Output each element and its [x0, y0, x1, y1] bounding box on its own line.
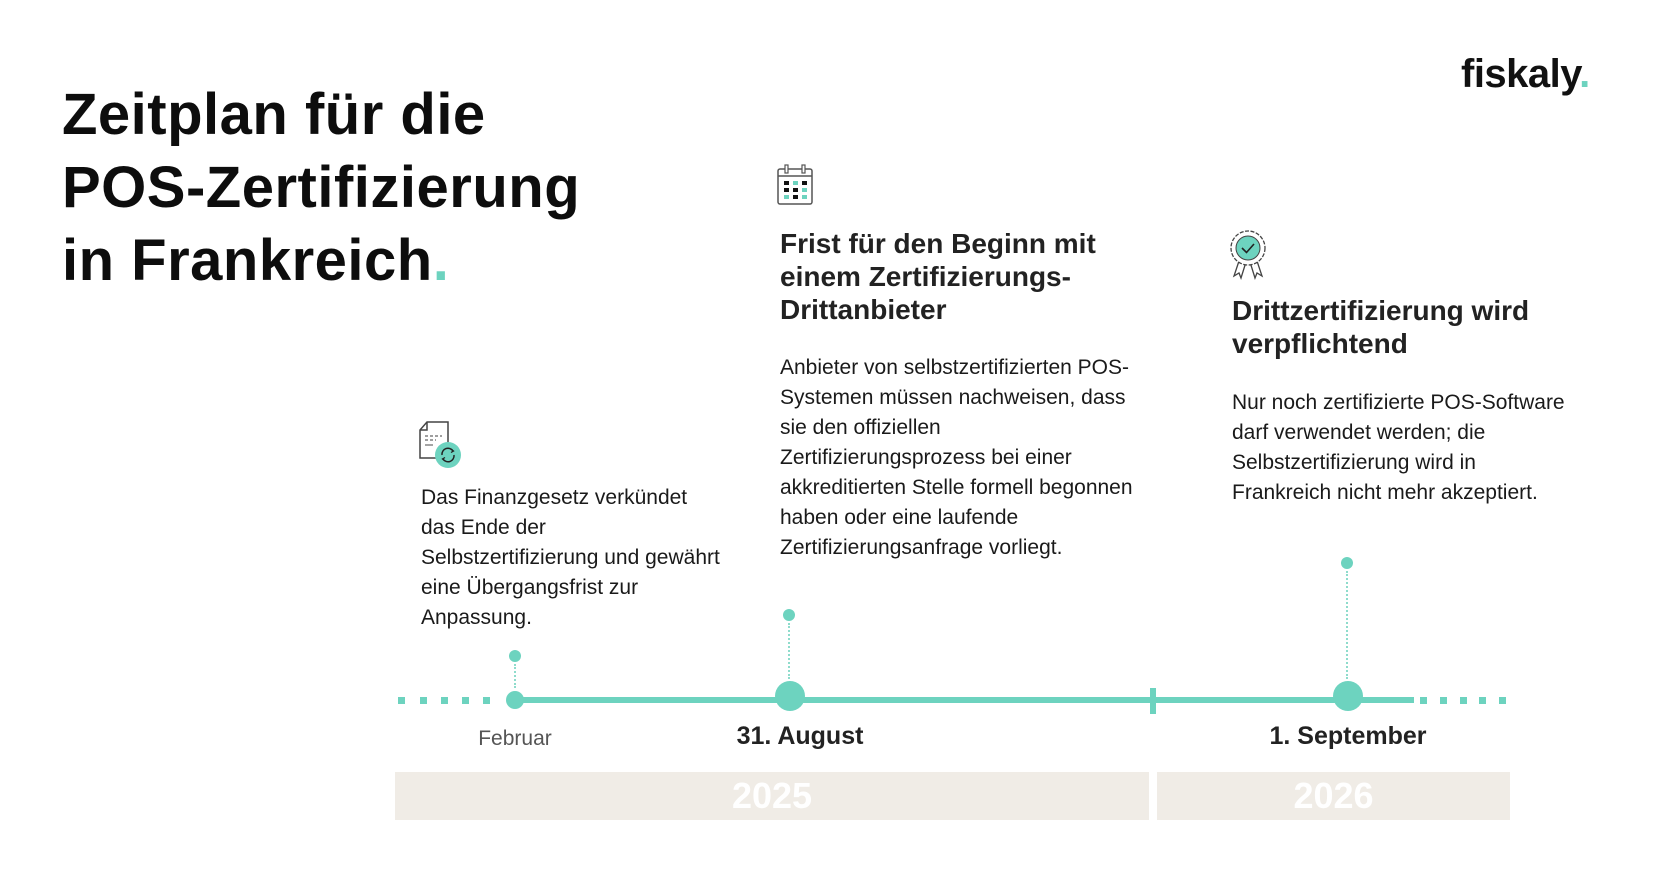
- timeline-trail-dot: [1440, 697, 1447, 704]
- marker-september-dot: [1333, 681, 1363, 711]
- logo-accent-dot: .: [1579, 52, 1590, 96]
- timeline-lead-dot: [462, 697, 469, 704]
- title-line-3: in Frankreich: [62, 228, 433, 293]
- milestone-september-body: Nur noch zertifizierte POS-Software darf…: [1232, 391, 1565, 504]
- timeline-trail-dot: [1479, 697, 1486, 704]
- page-title: Zeitplan für die POS-Zertifizierung in F…: [62, 78, 580, 297]
- marker-february-dot: [506, 691, 524, 709]
- timeline-trail-dot: [1420, 697, 1427, 704]
- marker-august-connector: [788, 623, 790, 679]
- date-label-august: 31. August: [736, 722, 864, 750]
- milestone-september-heading: Drittzertifizierung wird verpflichtend: [1232, 295, 1530, 359]
- marker-september-connector: [1346, 571, 1348, 679]
- date-label-september: 1. September: [1269, 722, 1427, 750]
- title-line-3-wrap: in Frankreich.: [62, 224, 580, 297]
- marker-february-connector: [514, 664, 516, 688]
- timeline-trail-dot: [1499, 697, 1506, 704]
- marker-august-top-dot: [783, 609, 795, 621]
- title-line-1: Zeitplan für die: [62, 82, 486, 147]
- timeline-lead-dot: [441, 697, 448, 704]
- marker-august-dot: [775, 681, 805, 711]
- title-line-2: POS-Zertifizierung: [62, 155, 581, 220]
- year-bar-2025: 2025: [395, 772, 1149, 820]
- fiskaly-logo: fiskaly.: [1461, 52, 1590, 97]
- year-divider-tick: [1150, 688, 1156, 714]
- marker-february-top-dot: [509, 650, 521, 662]
- calendar-icon: [776, 164, 820, 208]
- title-accent-dot: .: [432, 228, 450, 293]
- timeline-line: [510, 697, 1414, 703]
- milestone-february-body: Das Finanzgesetz verkündet das Ende der …: [421, 486, 720, 629]
- marker-september-top-dot: [1341, 557, 1353, 569]
- timeline-trail-dot: [1460, 697, 1467, 704]
- timeline-lead-dot: [420, 697, 427, 704]
- timeline-lead-dot: [398, 697, 405, 704]
- timeline-lead-dot: [483, 697, 490, 704]
- document-refresh-icon: [418, 420, 462, 468]
- milestone-august-body: Anbieter von selbstzertifizierten POS-Sy…: [780, 356, 1133, 559]
- year-bar-2026: 2026: [1157, 772, 1510, 820]
- logo-text: fiskaly: [1461, 52, 1580, 96]
- date-label-february: Februar: [478, 727, 552, 750]
- milestone-august-heading: Frist für den Beginn mit einem Zertifizi…: [780, 228, 1096, 325]
- year-label-2026: 2026: [1293, 775, 1374, 816]
- year-label-2025: 2025: [731, 775, 813, 816]
- certificate-badge-icon: [1228, 228, 1272, 280]
